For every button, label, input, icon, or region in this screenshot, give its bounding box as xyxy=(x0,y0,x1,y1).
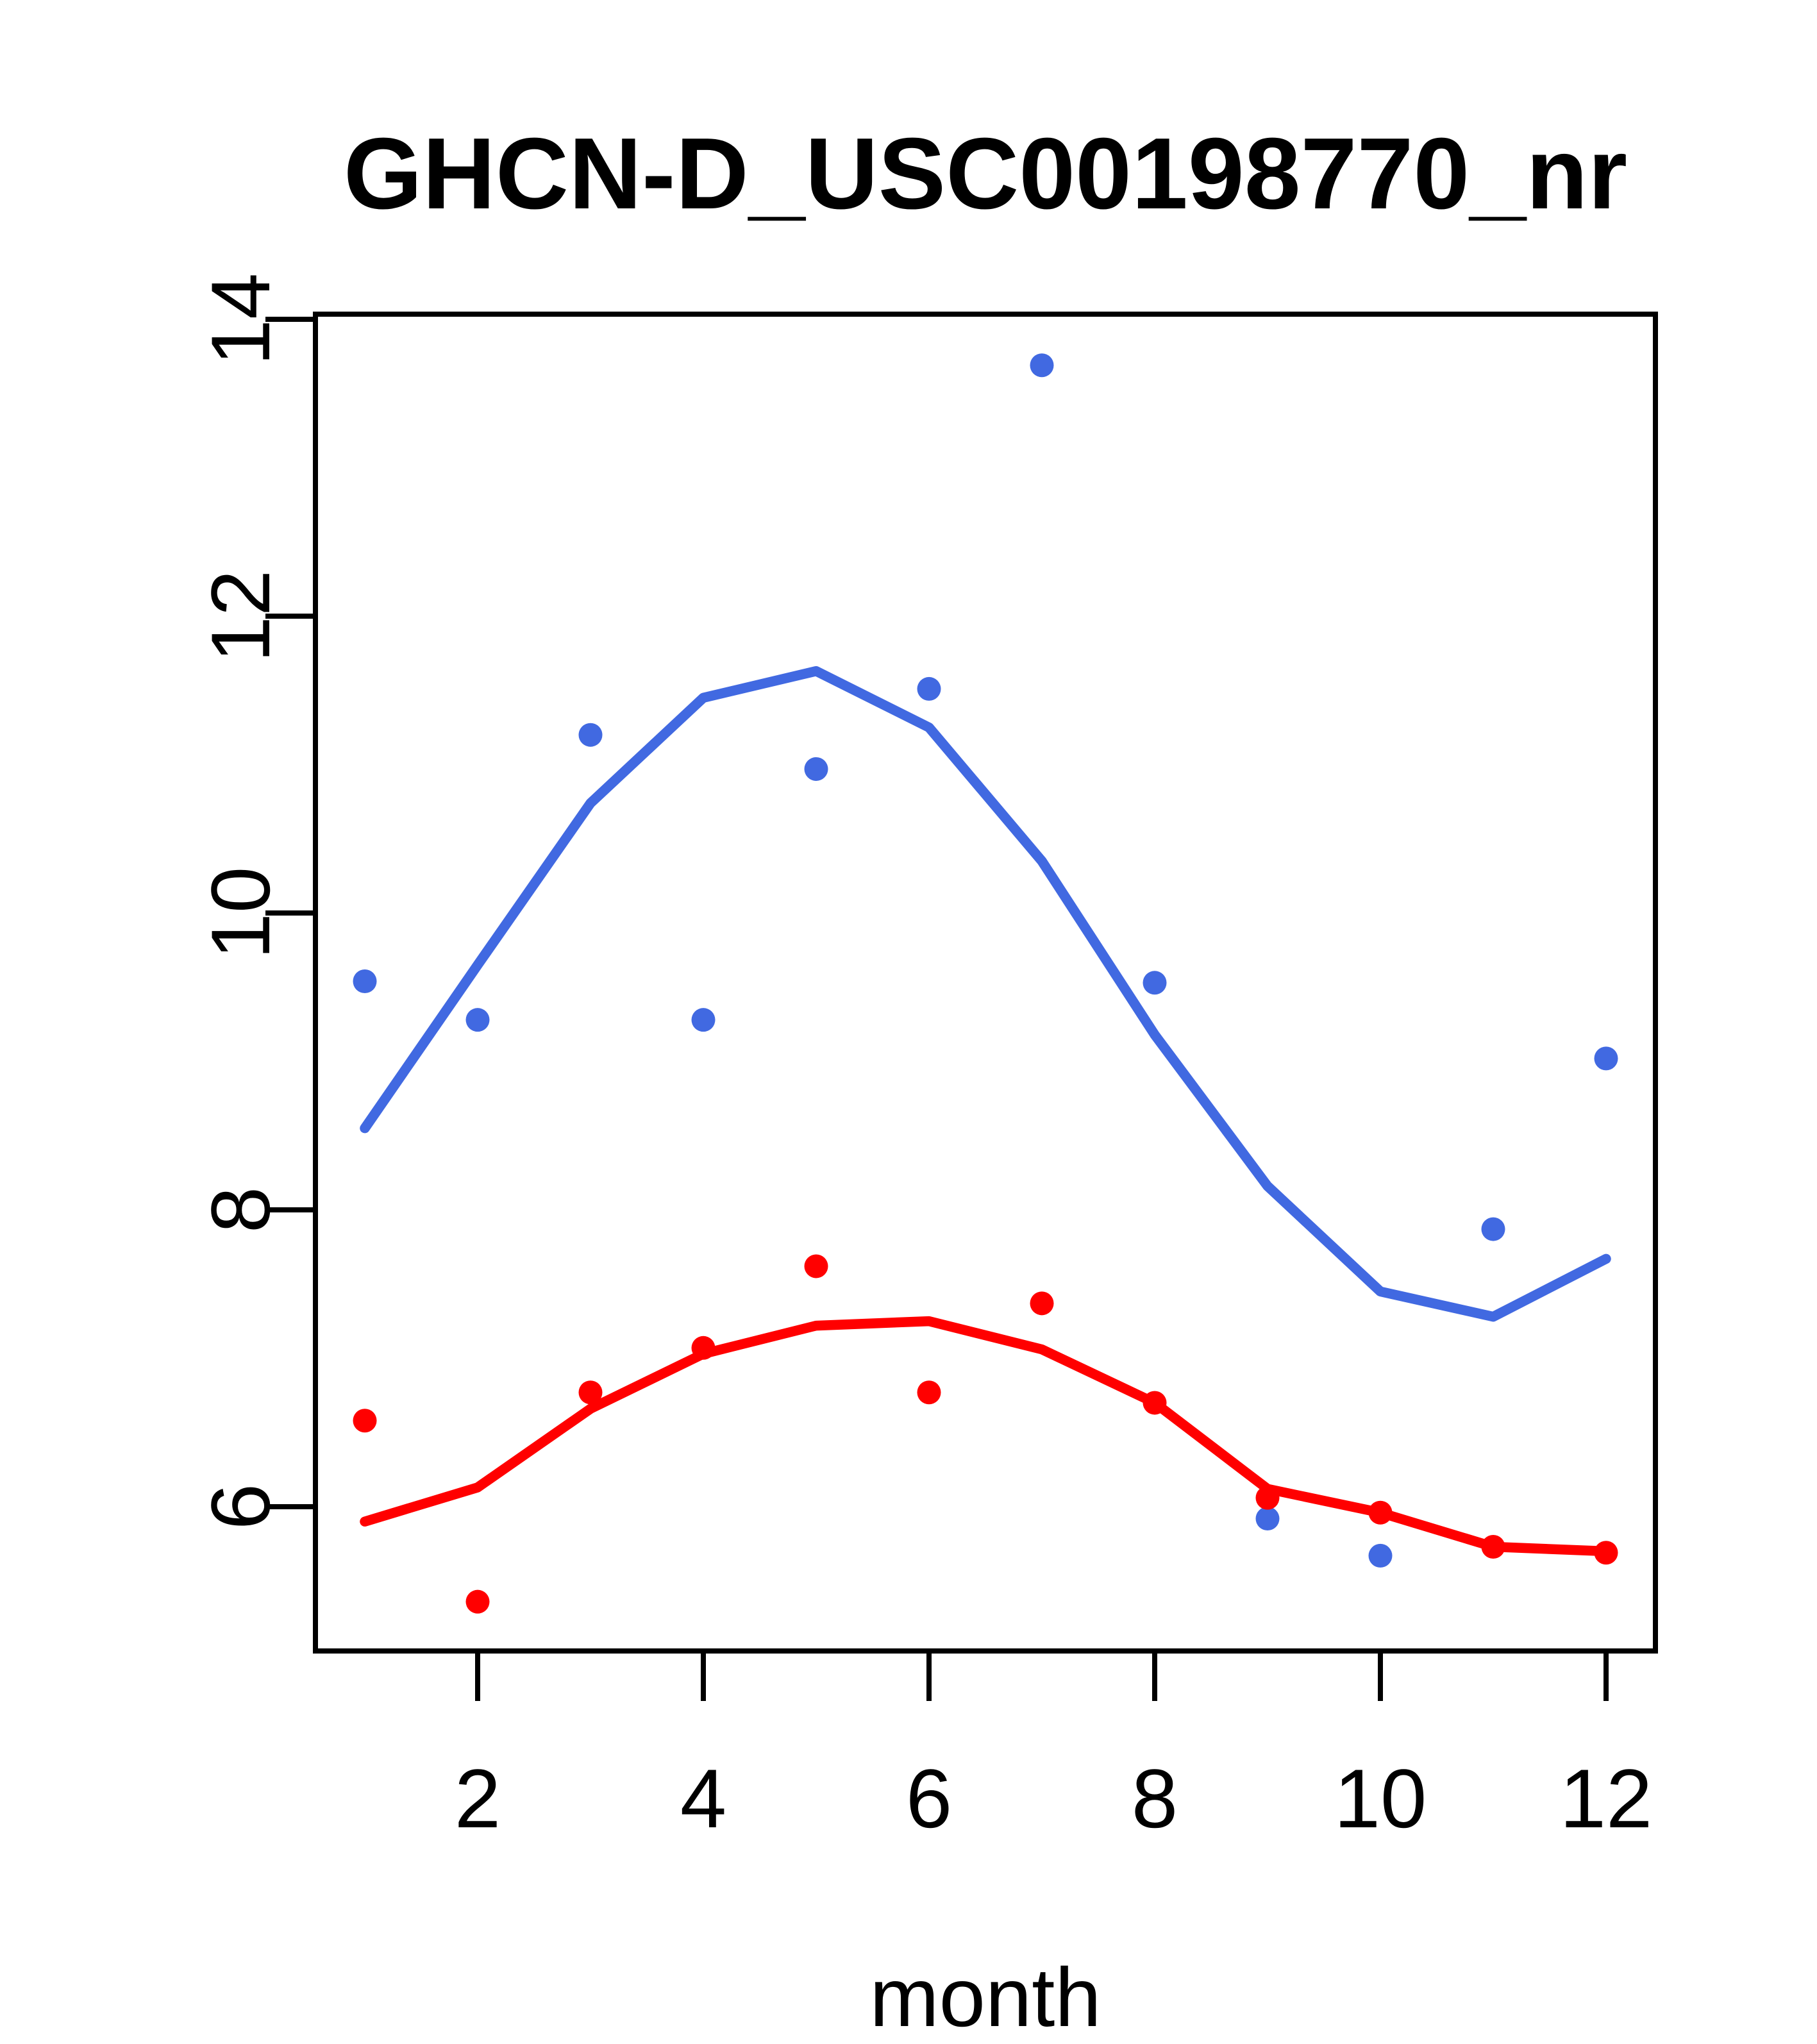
blue-point xyxy=(353,969,377,993)
x-axis-tick-labels: 2 4 6 8 10 12 xyxy=(455,1752,1652,1845)
red-point xyxy=(917,1380,941,1405)
x-axis-ticks xyxy=(475,1651,1609,1701)
blue-point xyxy=(1368,1543,1393,1568)
blue-point xyxy=(1594,1046,1618,1071)
x-tick-label: 6 xyxy=(906,1752,952,1845)
chart-title: GHCN-D_USC00198770_nr xyxy=(344,117,1627,230)
red-point xyxy=(353,1409,377,1433)
blue-point xyxy=(465,1008,490,1032)
red-point xyxy=(1030,1291,1054,1316)
y-tick-label: 12 xyxy=(194,570,287,663)
blue-point xyxy=(691,1008,716,1032)
y-axis-ticks xyxy=(265,317,315,1509)
data-series xyxy=(353,353,1618,1614)
x-tick-label: 4 xyxy=(680,1752,726,1845)
x-tick-label: 10 xyxy=(1334,1752,1427,1845)
blue-point xyxy=(1481,1217,1505,1241)
y-tick-label: 10 xyxy=(194,867,287,960)
blue-point xyxy=(1030,353,1054,378)
blue-point xyxy=(1255,1507,1280,1531)
plot-box xyxy=(313,312,1658,1654)
y-tick-label: 14 xyxy=(194,273,287,366)
red-point xyxy=(578,1380,603,1405)
red-lowess-line xyxy=(360,1316,1611,1557)
blue-point xyxy=(1143,971,1167,995)
x-axis-label: month xyxy=(869,1950,1101,2044)
x-tick-label: 12 xyxy=(1560,1752,1653,1845)
x-tick-label: 8 xyxy=(1132,1752,1178,1845)
red-point xyxy=(465,1589,490,1614)
blue-point xyxy=(804,757,828,781)
y-axis-tick-labels: 6 8 10 12 14 xyxy=(194,273,287,1530)
blue-lowess-line xyxy=(360,666,1611,1322)
blue-point xyxy=(917,676,941,701)
x-tick-label: 2 xyxy=(455,1752,501,1845)
red-point xyxy=(804,1254,828,1278)
blue-point xyxy=(578,723,603,747)
y-tick-label: 6 xyxy=(194,1484,287,1530)
y-tick-label: 8 xyxy=(194,1187,287,1233)
